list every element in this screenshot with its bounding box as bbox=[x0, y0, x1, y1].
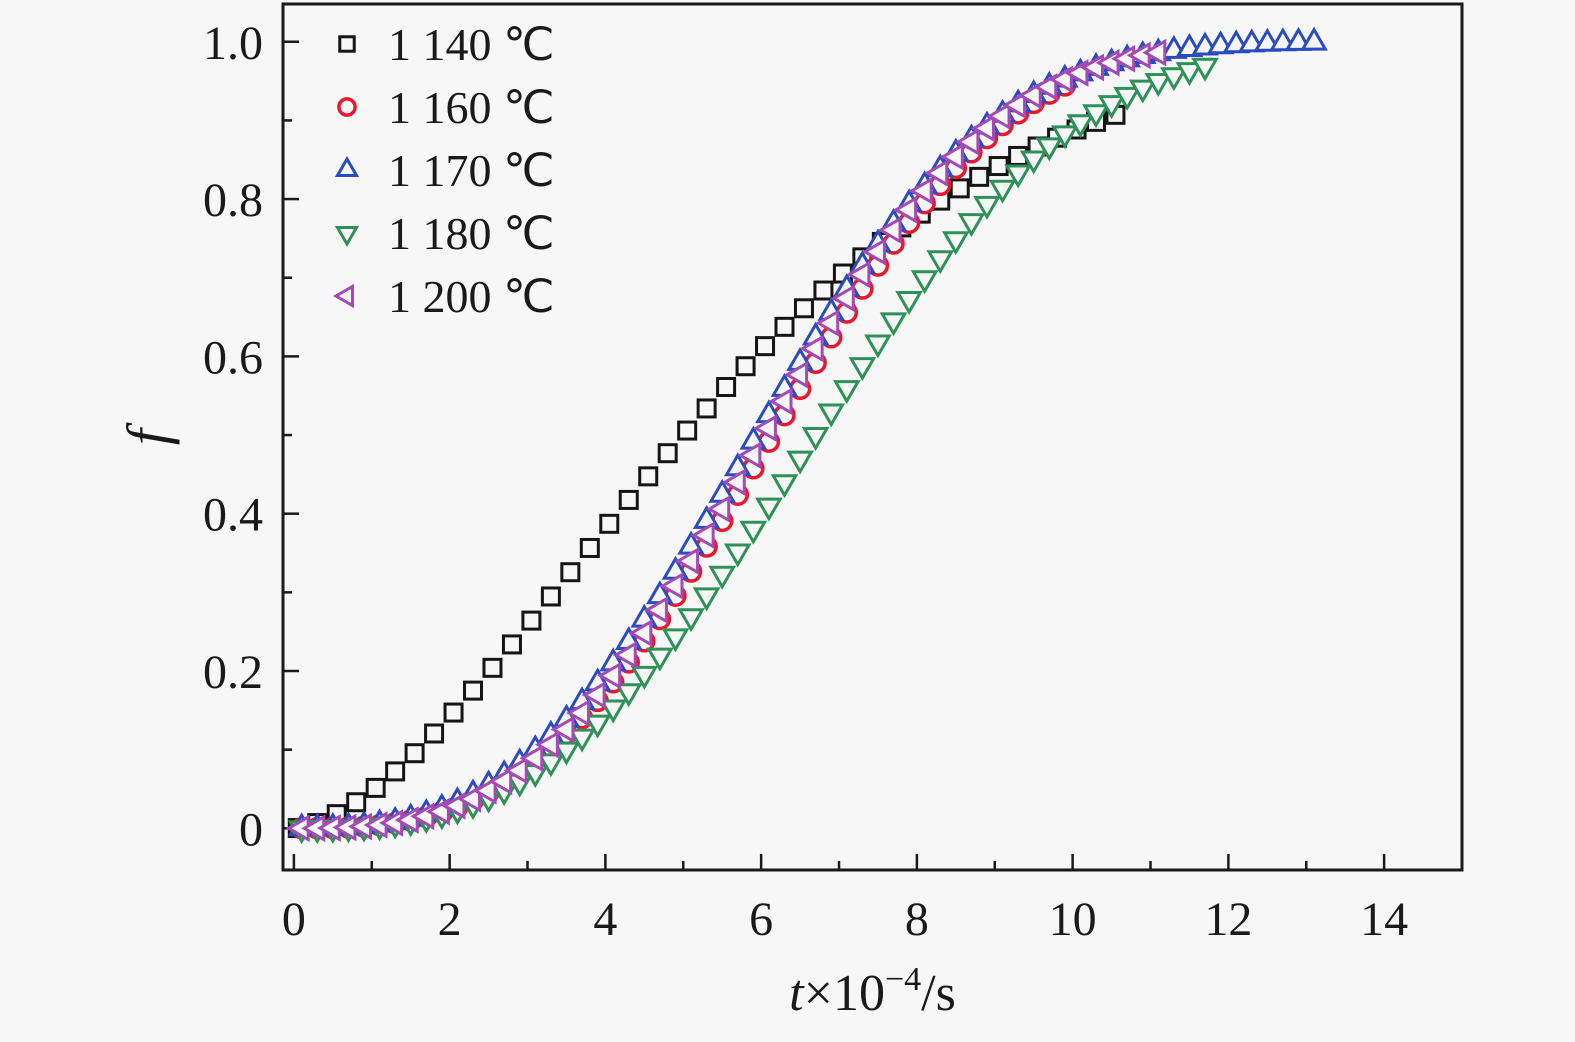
y-tick-label: 0 bbox=[239, 803, 263, 856]
x-tick-label: 10 bbox=[1049, 893, 1097, 946]
plot-frame bbox=[281, 2, 1464, 872]
y-tick-label: 0.6 bbox=[203, 331, 263, 384]
axis-ticks bbox=[283, 40, 1464, 870]
x-tick-label: 0 bbox=[282, 893, 306, 946]
x-tick-label: 12 bbox=[1204, 893, 1252, 946]
x-tick-label: 6 bbox=[749, 893, 773, 946]
legend-item-0: 1 140 ℃ bbox=[338, 19, 555, 70]
legend-item-4: 1 200 ℃ bbox=[332, 271, 555, 322]
legend-item-2: 1 170 ℃ bbox=[334, 145, 555, 196]
legend: 1 140 ℃ 1 160 ℃ 1 170 ℃ 1 180 ℃ 1 200 ℃ bbox=[332, 19, 555, 322]
x-tick-label: 14 bbox=[1360, 893, 1408, 946]
legend-item-3: 1 180 ℃ bbox=[334, 208, 555, 259]
x-tick-label: 2 bbox=[438, 893, 462, 946]
y-tick-label: 0.2 bbox=[203, 646, 263, 699]
x-axis-title: t×10−4/s bbox=[789, 961, 956, 1022]
legend-label: 1 170 ℃ bbox=[388, 145, 555, 196]
x-tick-label: 4 bbox=[593, 893, 617, 946]
legend-label: 1 160 ℃ bbox=[388, 82, 555, 133]
legend-item-1: 1 160 ℃ bbox=[337, 82, 555, 133]
x-tick-label: 8 bbox=[905, 893, 929, 946]
legend-label: 1 140 ℃ bbox=[388, 19, 555, 70]
y-tick-label: 0.8 bbox=[203, 174, 263, 227]
legend-label: 1 180 ℃ bbox=[388, 208, 555, 259]
series-1-200-C-markers bbox=[285, 38, 1167, 843]
y-axis-title: f bbox=[115, 422, 180, 445]
y-tick-label: 0.4 bbox=[203, 489, 263, 542]
legend-label: 1 200 ℃ bbox=[388, 271, 555, 322]
y-tick-label: 1.0 bbox=[203, 17, 263, 70]
